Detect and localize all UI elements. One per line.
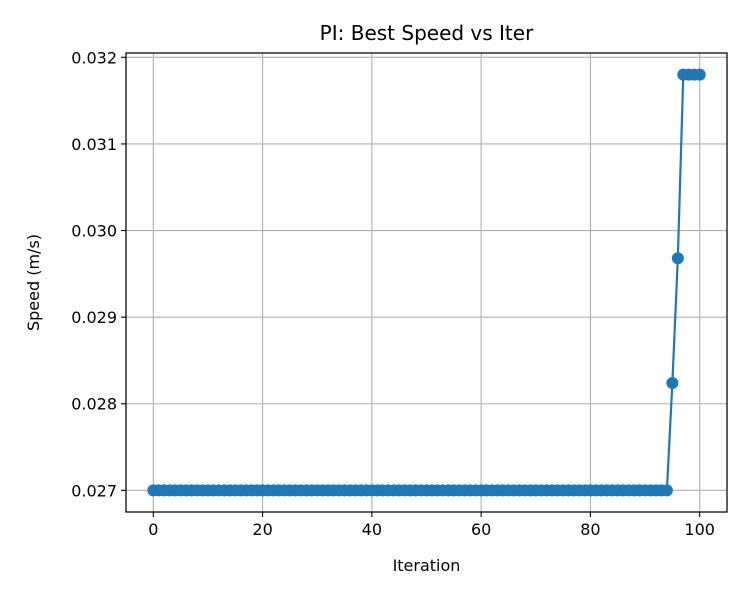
data-point <box>666 376 679 389</box>
x-tick-label: 20 <box>252 520 272 539</box>
y-tick-label: 0.029 <box>71 308 117 327</box>
y-tick-label: 0.030 <box>71 222 117 241</box>
data-point <box>660 484 673 497</box>
chart-title: PI: Best Speed vs Iter <box>320 21 534 45</box>
y-tick-label: 0.027 <box>71 481 117 500</box>
plot-frame <box>125 52 728 513</box>
data-point <box>693 68 706 81</box>
ticks: 0 20 40 60 80 100 0.027 0.028 0.029 0.030 0.031 0.0… <box>71 48 715 539</box>
x-tick-label: 0 <box>148 520 158 539</box>
x-tick-label: 60 <box>471 520 491 539</box>
series-layer <box>147 68 706 497</box>
x-axis-label: Iteration <box>393 556 461 575</box>
x-tick-label: 40 <box>362 520 382 539</box>
y-tick-label: 0.031 <box>71 135 117 154</box>
x-tick-label: 100 <box>684 520 715 539</box>
y-tick-label: 0.028 <box>71 395 117 414</box>
y-tick-label: 0.032 <box>71 48 117 67</box>
y-axis-label: Speed (m/s) <box>24 234 43 331</box>
data-point <box>671 252 684 265</box>
x-tick-label: 80 <box>580 520 600 539</box>
